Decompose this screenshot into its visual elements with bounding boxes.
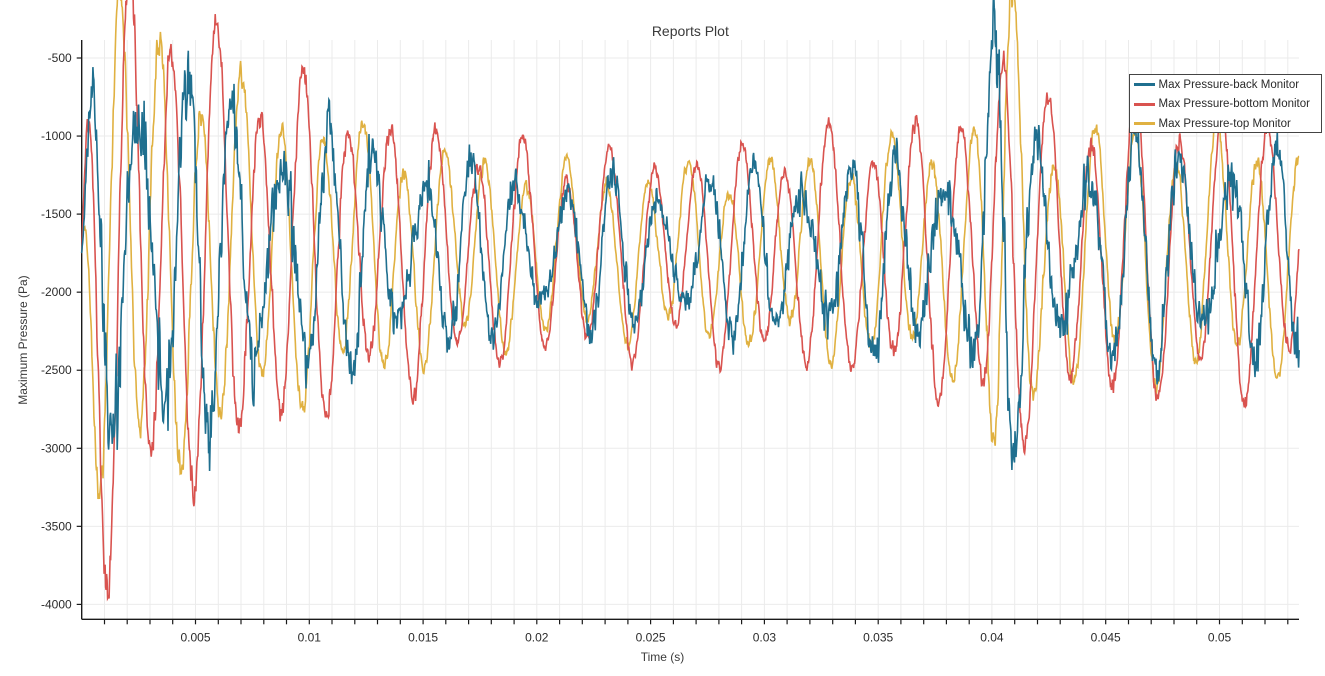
svg-text:0.025: 0.025 xyxy=(636,630,666,644)
svg-text:0.01: 0.01 xyxy=(298,630,322,644)
svg-text:-1000: -1000 xyxy=(41,129,72,143)
svg-text:0.02: 0.02 xyxy=(525,630,549,644)
svg-text:0.005: 0.005 xyxy=(180,630,210,644)
svg-text:-4000: -4000 xyxy=(41,597,72,611)
svg-text:0.03: 0.03 xyxy=(753,630,777,644)
svg-text:-3500: -3500 xyxy=(41,519,72,533)
svg-text:0.04: 0.04 xyxy=(980,630,1004,644)
svg-text:0.035: 0.035 xyxy=(863,630,893,644)
svg-text:-1500: -1500 xyxy=(41,207,72,221)
svg-text:-500: -500 xyxy=(48,51,72,65)
svg-text:-2500: -2500 xyxy=(41,363,72,377)
svg-text:0.05: 0.05 xyxy=(1208,630,1232,644)
svg-text:0.015: 0.015 xyxy=(408,630,438,644)
svg-text:-2000: -2000 xyxy=(41,285,72,299)
svg-text:-3000: -3000 xyxy=(41,441,72,455)
svg-text:0.045: 0.045 xyxy=(1091,630,1121,644)
